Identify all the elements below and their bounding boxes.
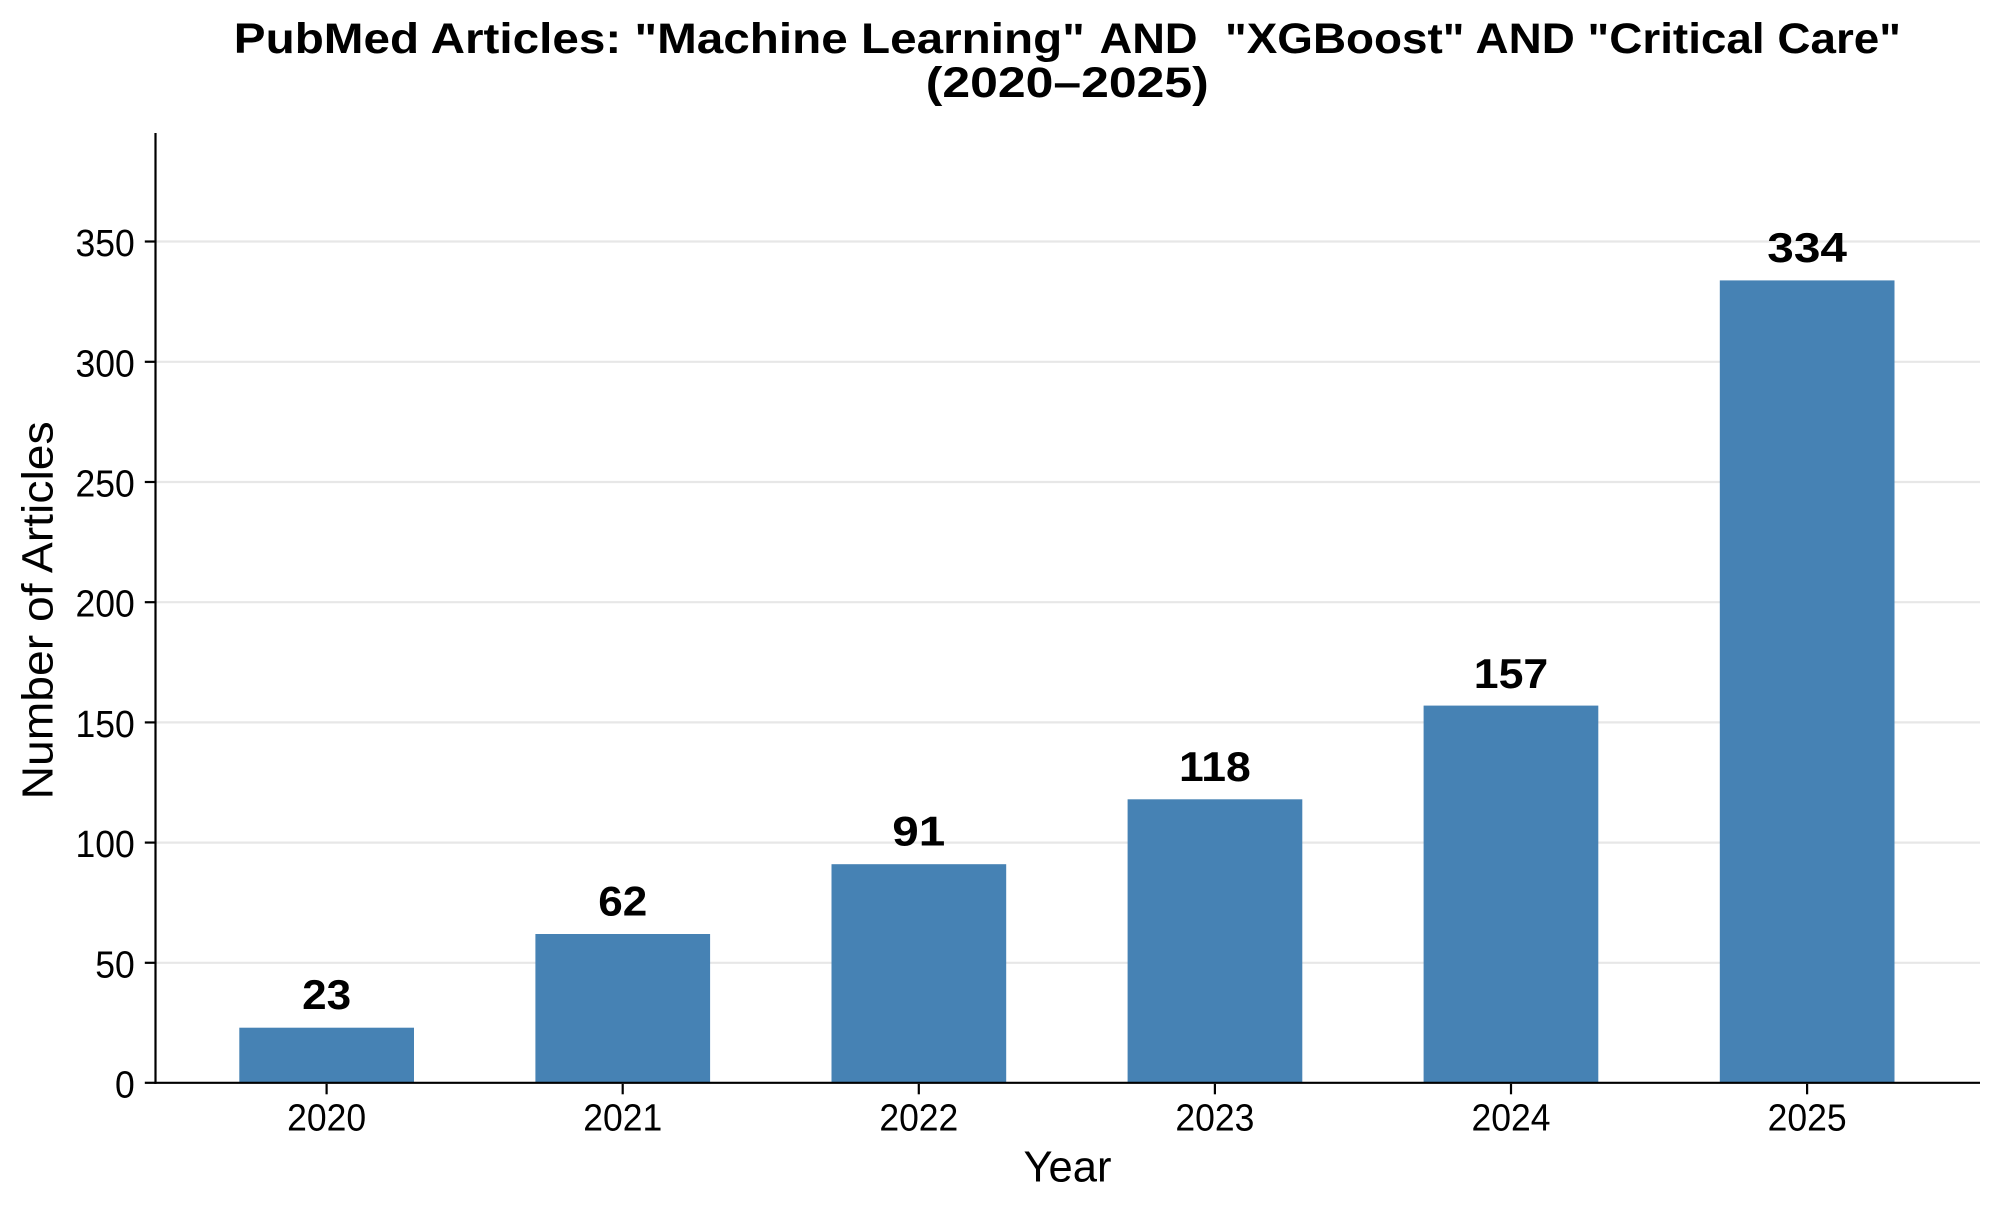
svg-text:91: 91 <box>892 807 945 854</box>
svg-text:2022: 2022 <box>879 1096 958 1139</box>
svg-text:"XGBoost" AND "Critical Care": "XGBoost" AND "Critical Care" <box>1225 15 1901 62</box>
svg-text:250: 250 <box>75 462 134 505</box>
svg-text:AND: AND <box>1100 15 1198 62</box>
svg-text:334: 334 <box>1767 224 1847 271</box>
svg-text:Year: Year <box>1024 1142 1112 1191</box>
svg-text:157: 157 <box>1474 650 1549 697</box>
svg-text:2021: 2021 <box>583 1096 662 1139</box>
svg-text:0: 0 <box>115 1063 135 1106</box>
svg-text:23: 23 <box>302 971 351 1018</box>
svg-text:200: 200 <box>75 582 134 625</box>
svg-text:350: 350 <box>75 222 134 265</box>
svg-text:150: 150 <box>75 703 134 746</box>
svg-text:2025: 2025 <box>1768 1096 1847 1139</box>
svg-text:2023: 2023 <box>1175 1096 1254 1139</box>
svg-text:100: 100 <box>75 823 134 866</box>
svg-text:300: 300 <box>75 342 134 385</box>
svg-text:Number of Articles: Number of Articles <box>13 421 62 799</box>
svg-text:118: 118 <box>1179 743 1251 790</box>
svg-text:2020: 2020 <box>287 1096 366 1139</box>
svg-text:50: 50 <box>95 943 134 986</box>
svg-text:62: 62 <box>598 877 647 924</box>
svg-text:(2020–2025): (2020–2025) <box>926 59 1209 106</box>
svg-text:PubMed Articles: "Machine Lear: PubMed Articles: "Machine Learning" <box>234 15 1085 62</box>
svg-text:2024: 2024 <box>1472 1096 1551 1139</box>
